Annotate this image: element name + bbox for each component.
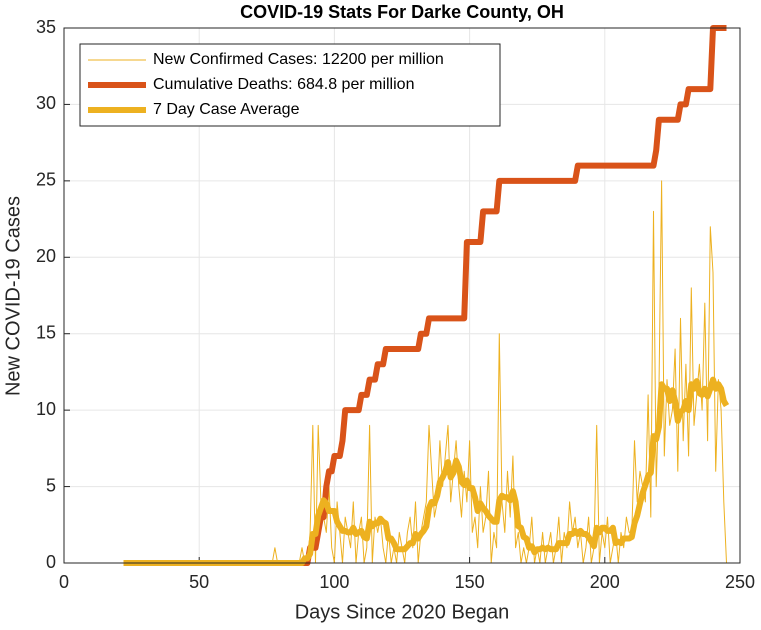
y-tick-label: 20 xyxy=(36,246,56,266)
x-tick-label: 250 xyxy=(725,572,755,592)
y-tick-label: 10 xyxy=(36,399,56,419)
x-tick-label: 150 xyxy=(455,572,485,592)
y-tick-label: 30 xyxy=(36,93,56,113)
chart-title: COVID-19 Stats For Darke County, OH xyxy=(240,2,564,22)
y-tick-label: 35 xyxy=(36,17,56,37)
legend-label: New Confirmed Cases: 12200 per million xyxy=(153,51,444,68)
x-axis-label: Days Since 2020 Began xyxy=(295,601,510,623)
y-tick-label: 5 xyxy=(46,475,56,495)
axes-box xyxy=(63,27,741,564)
x-tick-label: 0 xyxy=(59,572,69,592)
legend-label: 7 Day Case Average xyxy=(153,101,300,118)
x-tick-label: 100 xyxy=(319,572,349,592)
legend-label: Cumulative Deaths: 684.8 per million xyxy=(153,76,414,93)
y-tick-label: 15 xyxy=(36,322,56,342)
x-tick-label: 200 xyxy=(590,572,620,592)
legend-box xyxy=(79,43,501,127)
y-axis-label: New COVID-19 Cases xyxy=(2,196,24,396)
x-tick-label: 50 xyxy=(189,572,209,592)
legend: New Confirmed Cases: 12200 per million Cu… xyxy=(79,43,501,127)
y-tick-label: 0 xyxy=(46,552,56,572)
y-tick-label: 25 xyxy=(36,170,56,190)
